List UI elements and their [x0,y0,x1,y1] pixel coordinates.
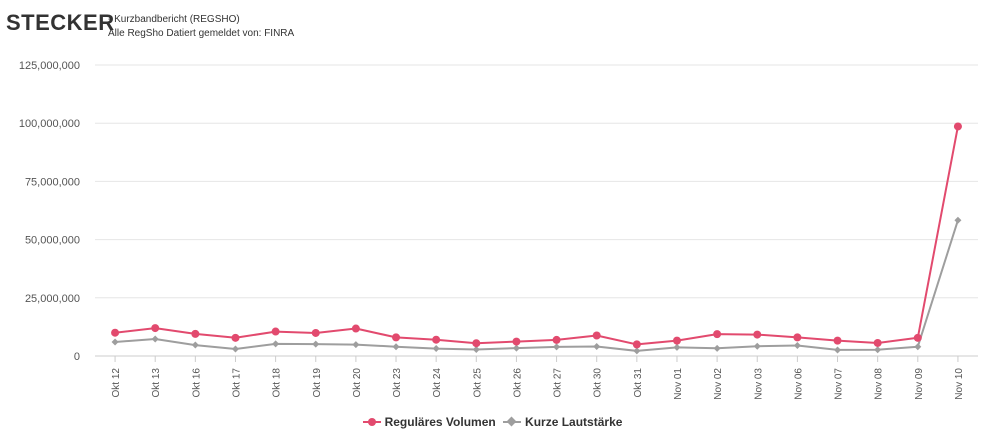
x-tick-label: Nov 10 [954,368,965,400]
x-tick-label: Okt 30 [593,368,604,398]
data-point-regular-volume [753,330,762,339]
data-point-regular-volume [472,339,481,348]
chart-legend: Reguläres Volumen Kurze Lautstärke [0,415,985,430]
x-tick-label: Nov 01 [673,368,684,400]
y-tick-label: 75,000,000 [25,176,80,188]
data-point-short-volume [553,343,561,351]
legend-item-short-volume[interactable]: Kurze Lautstärke [503,415,622,429]
x-tick-label: Nov 07 [834,368,845,400]
data-point-short-volume [914,343,922,351]
data-point-short-volume [111,338,119,346]
x-tick-label: Okt 18 [272,368,283,398]
y-tick-label: 100,000,000 [19,118,80,130]
data-point-short-volume [151,335,159,343]
series-line-regular-volume [114,126,959,346]
data-point-regular-volume [632,340,641,349]
data-point-regular-volume [271,327,280,336]
data-point-short-volume [191,341,199,349]
x-tick-label: Okt 12 [111,368,122,398]
legend-symbol-short-volume [503,416,522,427]
data-point-short-volume [512,344,520,352]
x-tick-label: Okt 31 [633,368,644,398]
data-point-regular-volume [351,324,360,333]
data-point-regular-volume [873,338,882,347]
x-tick-label: Nov 09 [914,368,925,400]
x-tick-label: Okt 19 [312,368,323,398]
chart-title: STECKER [6,10,115,35]
x-tick-label: Nov 03 [753,368,764,400]
data-point-short-volume [874,346,882,354]
data-point-regular-volume [592,331,601,340]
legend-symbol-regular-volume [362,417,381,427]
data-point-short-volume [753,342,761,350]
data-point-short-volume [231,345,239,353]
data-point-short-volume [834,346,842,354]
data-point-short-volume [272,340,280,348]
data-point-regular-volume [953,122,962,131]
data-point-short-volume [793,342,801,350]
data-point-regular-volume [191,329,200,338]
x-tick-label: Okt 16 [191,368,202,398]
data-point-regular-volume [512,337,521,346]
data-point-short-volume [472,345,480,353]
data-point-regular-volume [311,328,320,337]
data-point-short-volume [432,345,440,353]
data-point-short-volume [954,216,962,224]
x-tick-label: Nov 06 [793,368,804,400]
y-tick-label: 25,000,000 [25,293,80,305]
data-point-short-volume [633,347,641,355]
data-point-regular-volume [432,335,441,344]
data-point-regular-volume [713,330,722,339]
data-point-regular-volume [151,324,160,333]
x-tick-label: Nov 08 [874,368,885,400]
data-point-regular-volume [913,333,922,342]
y-tick-label: 0 [74,351,80,363]
legend-label-regular-volume: Reguläres Volumen [384,415,496,429]
x-tick-label: Okt 25 [472,368,483,398]
x-tick-label: Okt 24 [432,368,443,398]
data-point-short-volume [593,342,601,350]
legend-item-regular-volume[interactable]: Reguläres Volumen [362,415,496,429]
chart-subtitle-line-1: - Kurzbandbericht (REGSHO) [108,14,240,25]
chart-subtitle-line-2: Alle RegSho Datiert gemeldet von: FINRA [108,28,295,39]
x-tick-label: Nov 02 [713,368,724,400]
x-tick-label: Okt 17 [231,368,242,398]
x-tick-label: Okt 26 [512,368,523,398]
data-point-short-volume [312,340,320,348]
data-point-regular-volume [672,336,681,345]
y-tick-label: 125,000,000 [19,60,80,72]
data-point-regular-volume [392,333,401,342]
data-point-short-volume [352,341,360,349]
legend-label-short-volume: Kurze Lautstärke [525,415,623,429]
data-point-regular-volume [231,333,240,342]
x-tick-label: Okt 23 [392,368,403,398]
data-point-regular-volume [833,336,842,345]
data-point-regular-volume [111,328,120,337]
data-point-regular-volume [552,335,561,344]
series-line-short-volume [115,219,959,352]
x-tick-label: Okt 27 [553,368,564,398]
x-tick-label: Okt 20 [352,368,363,398]
data-point-regular-volume [793,333,802,342]
data-point-short-volume [392,343,400,351]
data-point-short-volume [673,343,681,351]
x-tick-label: Okt 13 [151,368,162,398]
y-tick-label: 50,000,000 [25,235,80,247]
data-point-short-volume [713,344,721,352]
